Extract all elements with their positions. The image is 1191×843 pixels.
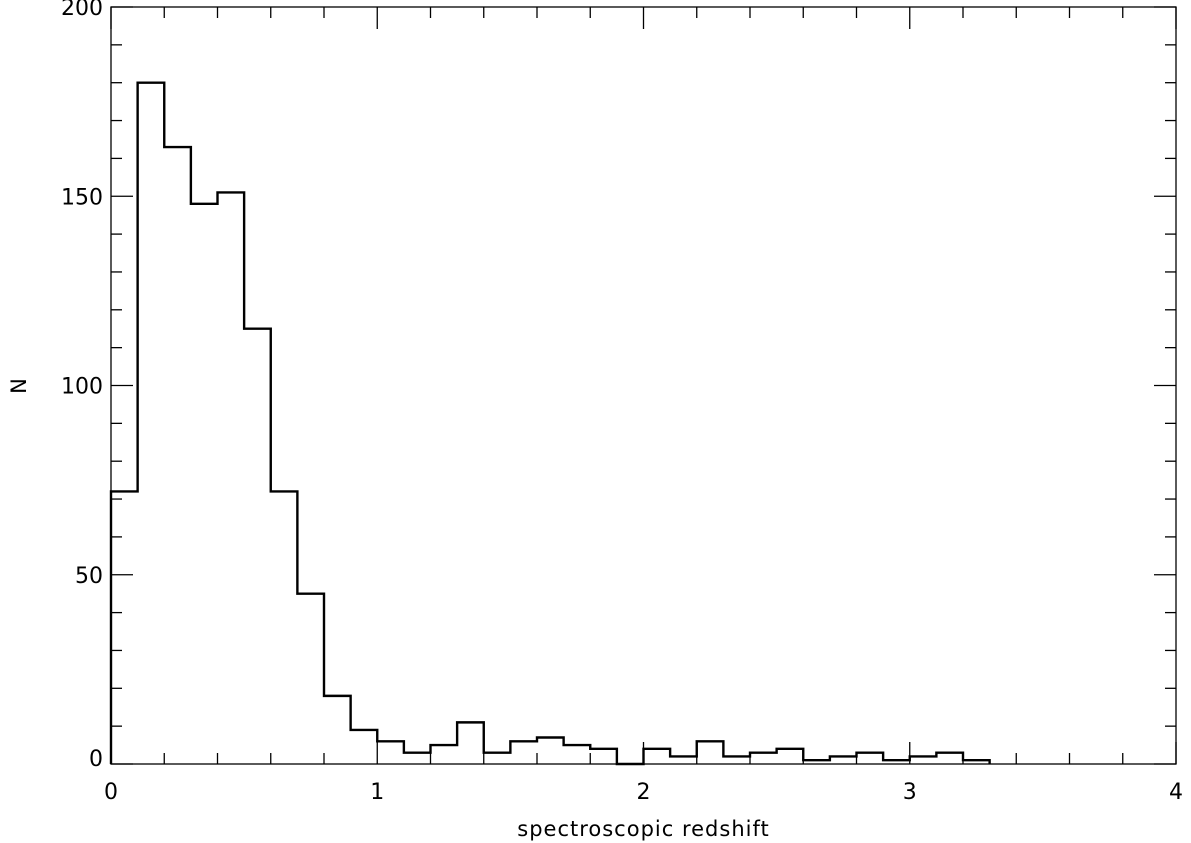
x-axis-label: spectroscopic redshift bbox=[517, 817, 769, 841]
y-tick-label: 150 bbox=[61, 185, 103, 210]
y-tick-label: 100 bbox=[61, 375, 103, 400]
x-tick-label: 0 bbox=[104, 780, 118, 805]
y-tick-label: 0 bbox=[89, 747, 103, 772]
y-axis-label: N bbox=[7, 377, 31, 394]
y-tick-label: 200 bbox=[61, 0, 103, 21]
histogram-step-line bbox=[109, 81, 991, 766]
x-tick-label: 2 bbox=[637, 780, 651, 805]
x-tick-label: 3 bbox=[903, 780, 917, 805]
tick-labels: 0 1 2 3 4 0 50 100 150 200 bbox=[61, 0, 1183, 805]
plot-frame bbox=[110, 6, 1177, 765]
y-tick-label: 50 bbox=[75, 564, 103, 589]
x-tick-label: 1 bbox=[370, 780, 384, 805]
x-tick-label: 4 bbox=[1169, 780, 1183, 805]
